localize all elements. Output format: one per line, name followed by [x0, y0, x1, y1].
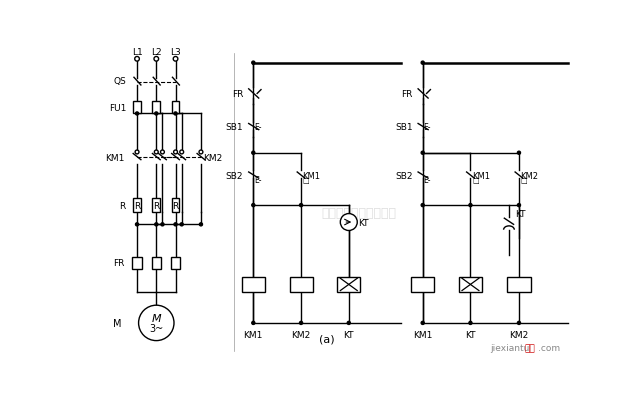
Circle shape	[154, 151, 158, 154]
Circle shape	[155, 223, 158, 226]
Text: SB2: SB2	[396, 171, 413, 180]
Circle shape	[154, 57, 159, 62]
Circle shape	[252, 322, 255, 325]
Circle shape	[136, 223, 139, 226]
Text: M: M	[152, 314, 161, 324]
Text: jiexiantu: jiexiantu	[490, 343, 529, 352]
Text: KM1: KM1	[244, 330, 263, 339]
Bar	[171, 257, 180, 269]
Text: M: M	[113, 318, 122, 328]
Circle shape	[135, 151, 139, 154]
Text: SB1: SB1	[226, 123, 243, 132]
Text: SB1: SB1	[395, 123, 413, 132]
Text: □: □	[472, 178, 479, 184]
Text: R: R	[172, 201, 179, 210]
Text: KM1: KM1	[413, 330, 433, 339]
Circle shape	[421, 62, 424, 65]
Bar	[152, 257, 161, 269]
Circle shape	[173, 57, 178, 62]
Bar	[289, 277, 312, 292]
Text: KT: KT	[344, 330, 354, 339]
Text: KT: KT	[465, 330, 476, 339]
Circle shape	[161, 151, 164, 154]
Circle shape	[136, 113, 139, 116]
Bar	[242, 277, 265, 292]
Text: E-: E-	[424, 176, 431, 185]
Bar	[172, 102, 179, 114]
Bar	[411, 277, 435, 292]
Text: □: □	[520, 178, 527, 184]
Text: KM2: KM2	[291, 330, 310, 339]
Text: QS: QS	[113, 77, 126, 86]
Circle shape	[300, 322, 303, 325]
Circle shape	[199, 151, 203, 154]
Text: E-: E-	[424, 123, 431, 132]
Text: .com: .com	[538, 343, 561, 352]
Bar	[133, 102, 141, 114]
Text: SB2: SB2	[226, 171, 243, 180]
Circle shape	[135, 57, 140, 62]
Text: FR: FR	[401, 90, 413, 99]
Circle shape	[161, 223, 164, 226]
Text: FR: FR	[113, 259, 125, 268]
Bar	[459, 277, 482, 292]
Text: 图线: 图线	[524, 343, 535, 352]
Text: R: R	[134, 201, 140, 210]
Circle shape	[421, 152, 424, 155]
Circle shape	[517, 204, 520, 207]
Circle shape	[252, 62, 255, 65]
Circle shape	[252, 204, 255, 207]
Circle shape	[340, 214, 357, 231]
Bar	[508, 277, 531, 292]
Text: □: □	[303, 178, 309, 184]
Bar	[172, 198, 179, 213]
Bar	[152, 198, 160, 213]
Circle shape	[469, 204, 472, 207]
Text: KM1: KM1	[106, 154, 125, 162]
Circle shape	[517, 152, 520, 155]
Text: L2: L2	[151, 48, 162, 57]
Circle shape	[155, 113, 158, 116]
Text: R: R	[153, 201, 159, 210]
Circle shape	[174, 223, 177, 226]
Circle shape	[421, 322, 424, 325]
Bar	[152, 102, 160, 114]
Circle shape	[469, 322, 472, 325]
Circle shape	[174, 113, 177, 116]
Circle shape	[139, 306, 174, 341]
Circle shape	[421, 204, 424, 207]
Text: 杭州将睿科技有限公司: 杭州将睿科技有限公司	[321, 207, 396, 220]
Text: L3: L3	[170, 48, 181, 57]
Circle shape	[200, 223, 202, 226]
Circle shape	[348, 322, 350, 325]
Text: 3~: 3~	[149, 323, 163, 333]
Bar	[337, 277, 360, 292]
Circle shape	[517, 322, 520, 325]
Circle shape	[180, 151, 184, 154]
Bar	[132, 257, 141, 269]
Text: (a): (a)	[319, 334, 334, 343]
Text: KM2: KM2	[520, 171, 538, 180]
Text: KM1: KM1	[472, 171, 490, 180]
Text: KM2: KM2	[509, 330, 529, 339]
Text: R: R	[119, 201, 125, 210]
Text: KT: KT	[515, 210, 525, 219]
Circle shape	[180, 223, 183, 226]
Circle shape	[300, 204, 303, 207]
Text: FU1: FU1	[109, 103, 126, 113]
Text: E-: E-	[254, 123, 262, 132]
Text: E-: E-	[254, 176, 262, 185]
Text: KM2: KM2	[204, 154, 223, 162]
Circle shape	[173, 151, 177, 154]
Text: KT: KT	[358, 218, 369, 227]
Text: L1: L1	[132, 48, 143, 57]
Circle shape	[252, 152, 255, 155]
Text: FR: FR	[232, 90, 243, 99]
Text: KM1: KM1	[303, 171, 321, 180]
Bar	[133, 198, 141, 213]
